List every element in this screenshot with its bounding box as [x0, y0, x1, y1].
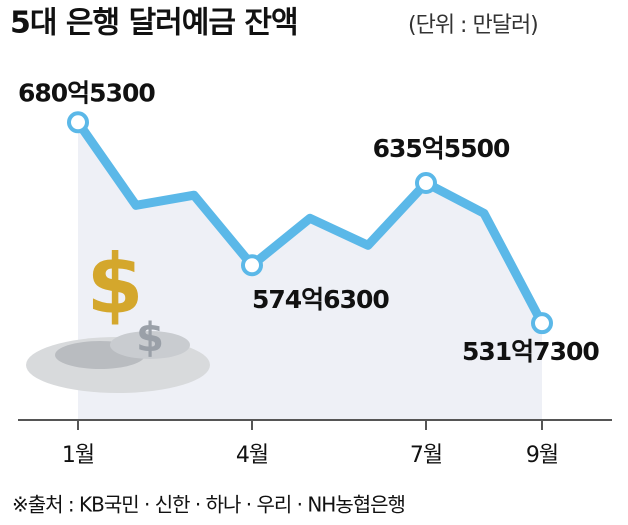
- chart-subtitle: (단위 : 만달러): [408, 13, 538, 38]
- chart-title: 5대 은행 달러예금 잔액: [10, 6, 298, 41]
- value-label: 635억5500: [373, 134, 510, 163]
- value-label: 574억6300: [252, 285, 389, 314]
- x-tick-label: 4월: [236, 443, 268, 468]
- svg-text:$: $: [136, 315, 164, 361]
- value-label: 531억7300: [462, 337, 599, 366]
- dollar-decoration: $ $: [26, 237, 210, 393]
- marker: [415, 172, 437, 195]
- x-tick-label: 7월: [410, 443, 442, 468]
- value-label: 680억5300: [18, 78, 155, 107]
- source-note: ※출처 : KB국민 · 신한 · 하나 · 우리 · NH농협은행: [12, 493, 405, 517]
- marker: [241, 254, 263, 277]
- marker: [531, 312, 553, 335]
- plot-area: 680억5300 574억6300 635억5500 531억7300 1월 4월 7월 9월: [18, 78, 612, 468]
- line: [74, 119, 546, 326]
- x-tick-label: 1월: [62, 443, 94, 468]
- svg-text:$: $: [86, 237, 143, 332]
- x-tick-label: 9월: [526, 443, 558, 468]
- marker: [67, 111, 89, 134]
